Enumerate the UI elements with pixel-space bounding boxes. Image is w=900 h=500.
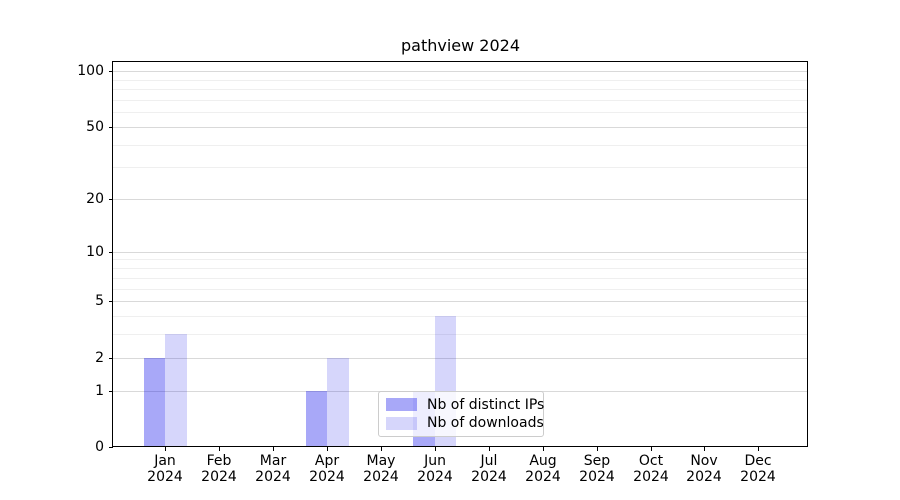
x-tickmark xyxy=(597,447,598,451)
x-tickmark xyxy=(543,447,544,451)
x-tickmark xyxy=(273,447,274,451)
y-tickmark xyxy=(109,199,113,200)
minor-gridline xyxy=(113,112,808,113)
y-tickmark xyxy=(109,71,113,72)
x-tickmark xyxy=(489,447,490,451)
x-tick-label: May 2024 xyxy=(363,453,399,485)
y-tickmark xyxy=(109,447,113,448)
y-tick-label: 1 xyxy=(95,383,104,399)
major-gridline xyxy=(113,301,808,302)
x-tick-label: Sep 2024 xyxy=(579,453,615,485)
y-tick-label: 20 xyxy=(86,191,104,207)
x-tickmark xyxy=(704,447,705,451)
x-tick-label: Nov 2024 xyxy=(686,453,722,485)
x-tick-label: Dec 2024 xyxy=(740,453,776,485)
minor-gridline xyxy=(113,100,808,101)
y-tickmark xyxy=(109,301,113,302)
minor-gridline xyxy=(113,334,808,335)
legend-label-nb-of-distinct-ips: Nb of distinct IPs xyxy=(427,396,545,413)
x-tickmark xyxy=(758,447,759,451)
x-tickmark xyxy=(165,447,166,451)
bar-nb-of-distinct-ips-apr xyxy=(305,390,328,447)
y-tick-label: 5 xyxy=(95,293,104,309)
major-gridline xyxy=(113,127,808,128)
y-tick-label: 0 xyxy=(95,439,104,455)
legend-label-nb-of-downloads: Nb of downloads xyxy=(427,415,544,432)
legend: Nb of distinct IPs Nb of downloads xyxy=(378,391,544,437)
bar-nb-of-distinct-ips-jan xyxy=(143,357,166,447)
x-tickmark xyxy=(435,447,436,451)
major-gridline xyxy=(113,358,808,359)
x-tick-label: Feb 2024 xyxy=(201,453,237,485)
x-tick-label: Jul 2024 xyxy=(471,453,507,485)
x-tickmark xyxy=(219,447,220,451)
y-tick-label: 100 xyxy=(77,63,104,79)
x-tick-label: Jun 2024 xyxy=(417,453,453,485)
chart-title: pathview 2024 xyxy=(400,36,521,55)
x-tick-label: Apr 2024 xyxy=(309,453,345,485)
legend-swatch-nb-of-downloads xyxy=(386,416,417,430)
y-tickmark xyxy=(109,127,113,128)
y-tick-label: 10 xyxy=(86,244,104,260)
x-tick-label: Aug 2024 xyxy=(525,453,561,485)
bar-nb-of-downloads-apr xyxy=(327,357,349,447)
minor-gridline xyxy=(113,145,808,146)
x-tickmark xyxy=(651,447,652,451)
legend-row-nb-of-distinct-ips: Nb of distinct IPs xyxy=(386,397,544,413)
y-tickmark xyxy=(109,391,113,392)
minor-gridline xyxy=(113,167,808,168)
y-tickmark xyxy=(109,358,113,359)
minor-gridline xyxy=(113,80,808,81)
x-tick-label: Mar 2024 xyxy=(255,453,291,485)
x-tick-label: Jan 2024 xyxy=(147,453,183,485)
y-tickmark xyxy=(109,252,113,253)
bar-nb-of-downloads-jan xyxy=(165,334,187,447)
major-gridline xyxy=(113,71,808,72)
minor-gridline xyxy=(113,259,808,260)
minor-gridline xyxy=(113,89,808,90)
minor-gridline xyxy=(113,289,808,290)
x-tickmark xyxy=(327,447,328,451)
y-tick-label: 50 xyxy=(86,119,104,135)
legend-swatch-nb-of-distinct-ips xyxy=(386,398,417,412)
x-tickmark xyxy=(381,447,382,451)
minor-gridline xyxy=(113,278,808,279)
minor-gridline xyxy=(113,316,808,317)
legend-row-nb-of-downloads: Nb of downloads xyxy=(386,415,544,431)
minor-gridline xyxy=(113,268,808,269)
major-gridline xyxy=(113,199,808,200)
y-tick-label: 2 xyxy=(95,350,104,366)
x-tick-label: Oct 2024 xyxy=(633,453,669,485)
major-gridline xyxy=(113,252,808,253)
